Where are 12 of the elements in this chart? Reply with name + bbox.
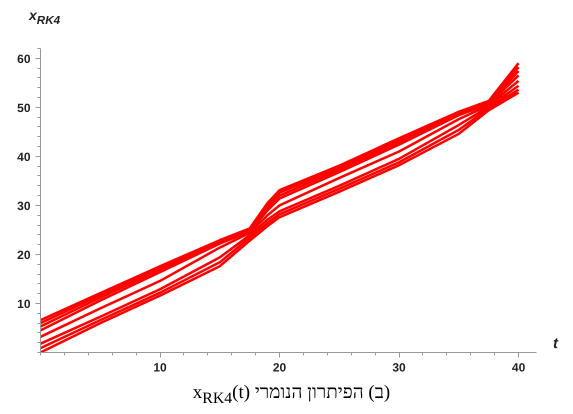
y-tick-label: 40: [17, 150, 31, 164]
x-axis-title: t: [553, 334, 558, 354]
x-tick-label: 30: [392, 360, 406, 374]
y-tick-label: 60: [17, 52, 31, 66]
y-tick-label: 20: [17, 248, 31, 262]
y-tick-label: 30: [17, 198, 31, 213]
y-tick-label: 50: [17, 100, 31, 115]
y-tick-label: 10: [17, 296, 31, 311]
x-tick-label: 40: [512, 360, 526, 374]
x-tick-label: 20: [272, 360, 287, 374]
x-tick-label: 10: [153, 360, 168, 374]
y-axis-title: x$_{RK4}$: [28, 6, 60, 29]
